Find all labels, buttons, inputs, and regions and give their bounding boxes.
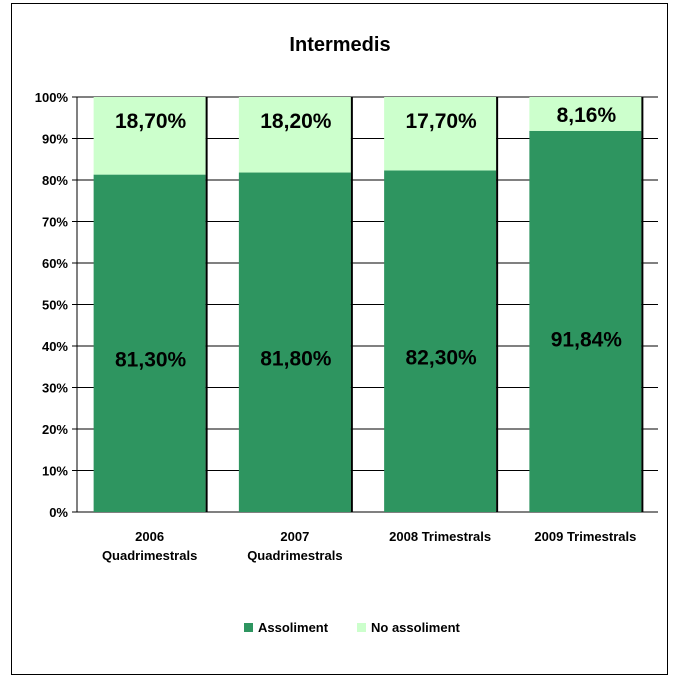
x-tick-label: 2007 <box>280 529 309 544</box>
y-tick-label: 100% <box>35 90 69 105</box>
bar-no-assoliment <box>93 97 206 175</box>
data-label: 8,16% <box>557 104 617 127</box>
bar-assoliment <box>384 170 497 512</box>
x-tick-label: Quadrimestrals <box>247 548 342 563</box>
data-label: 18,20% <box>260 110 332 133</box>
bar-no-assoliment <box>529 97 642 131</box>
legend-swatch <box>357 623 366 632</box>
y-axis: 0% 10% 20% 30% 40% 50% 60% 70% 80% 90% 100% <box>35 90 78 520</box>
bars: 81,30% 18,70% 81,80% 18,20% 82,30% 17,70% 91,8… <box>93 97 644 513</box>
data-label: 18,70% <box>115 110 187 133</box>
stacked-bar-chart: Intermedis 81,30% 18,70% 81,80% 18,20% 82,30… <box>35 34 658 635</box>
y-tick-label: 80% <box>42 173 68 188</box>
legend: Assoliment No assoliment <box>244 620 461 635</box>
data-label: 81,30% <box>115 348 187 371</box>
data-label: 17,70% <box>406 110 478 133</box>
y-tick-label: 0% <box>49 505 68 520</box>
y-tick-label: 30% <box>42 381 68 396</box>
chart-title: Intermedis <box>289 34 390 56</box>
bar-no-assoliment <box>384 97 497 171</box>
x-tick-label: 2008 Trimestrals <box>389 529 491 544</box>
legend-swatch <box>244 623 253 632</box>
chart-frame: Intermedis 81,30% 18,70% 81,80% 18,20% 82,30… <box>11 3 668 675</box>
y-tick-label: 70% <box>42 215 68 230</box>
x-tick-label: 2009 Trimestrals <box>534 529 636 544</box>
y-tick-label: 90% <box>42 132 68 147</box>
bar-assoliment <box>238 172 351 512</box>
data-label: 82,30% <box>406 347 478 370</box>
y-tick-label: 60% <box>42 256 68 271</box>
y-tick-label: 50% <box>42 298 68 313</box>
x-tick-label: 2006 <box>135 529 164 544</box>
legend-label: No assoliment <box>371 620 461 635</box>
bar-assoliment <box>529 130 642 512</box>
bar-assoliment <box>93 174 206 513</box>
bar-no-assoliment <box>238 97 351 173</box>
y-tick-label: 10% <box>42 464 68 479</box>
x-axis: 2006 Quadrimestrals 2007 Quadrimestrals 2008… <box>102 529 636 563</box>
y-tick-label: 20% <box>42 422 68 437</box>
x-tick-label: Quadrimestrals <box>102 548 197 563</box>
y-tick-label: 40% <box>42 339 68 354</box>
data-label: 81,80% <box>260 348 332 371</box>
legend-label: Assoliment <box>258 620 329 635</box>
data-label: 91,84% <box>551 329 623 352</box>
